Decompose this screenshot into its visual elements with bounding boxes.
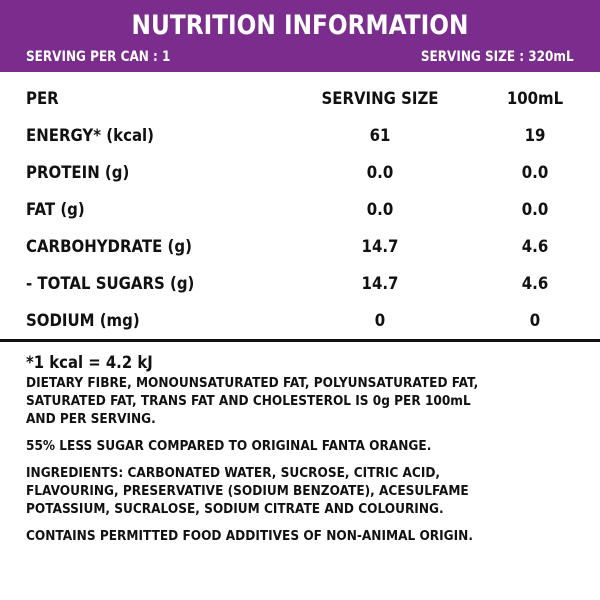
fibre-note-line: SATURATED FAT, TRANS FAT AND CHOLESTEROL…: [26, 393, 471, 409]
row-per100-value: 4.6: [521, 274, 549, 294]
column-header-100ml: 100mL: [506, 89, 564, 109]
section-divider: [0, 339, 600, 342]
ingredients-line: INGREDIENTS: CARBONATED WATER, SUCROSE, …: [26, 465, 441, 481]
serving-size: SERVING SIZE : 320mL: [421, 49, 574, 65]
column-header-per: PER: [26, 89, 59, 109]
table-row-sodium: SODIUM (mg) 0 0: [0, 304, 600, 341]
row-per100-value: 0.0: [521, 163, 549, 183]
nutrition-header: NUTRITION INFORMATION SERVING PER CAN : …: [0, 0, 600, 72]
footnotes: *1 kcal = 4.2 kJ DIETARY FIBRE, MONOUNSA…: [26, 352, 586, 545]
row-per100-value: 4.6: [521, 237, 549, 257]
ingredients-line: POTASSIUM, SUCRALOSE, SODIUM CITRATE AND…: [26, 501, 444, 517]
row-serving-value: 14.7: [361, 274, 399, 294]
serving-per-can: SERVING PER CAN : 1: [26, 49, 171, 65]
row-per100-value: 19: [524, 126, 546, 146]
table-header-row: PER SERVING SIZE 100mL: [0, 82, 600, 119]
fibre-note-line: DIETARY FIBRE, MONOUNSATURATED FAT, POLY…: [26, 375, 479, 391]
row-label: - TOTAL SUGARS (g): [26, 274, 195, 294]
page-title: NUTRITION INFORMATION: [131, 10, 469, 41]
kcal-conversion-note: *1 kcal = 4.2 kJ: [26, 353, 153, 372]
row-per100-value: 0: [529, 311, 541, 331]
row-serving-value: 61: [369, 126, 391, 146]
table-row-total-sugars: - TOTAL SUGARS (g) 14.7 4.6: [0, 267, 600, 304]
row-serving-value: 0.0: [366, 200, 394, 220]
table-row-protein: PROTEIN (g) 0.0 0.0: [0, 156, 600, 193]
row-per100-value: 0.0: [521, 200, 549, 220]
column-header-serving-size: SERVING SIZE: [321, 89, 439, 109]
nutrition-table: PER SERVING SIZE 100mL ENERGY* (kcal) 61…: [0, 82, 600, 341]
row-label: ENERGY* (kcal): [26, 126, 155, 146]
row-label: SODIUM (mg): [26, 311, 140, 331]
sugar-comparison-note: 55% LESS SUGAR COMPARED TO ORIGINAL FANT…: [26, 438, 432, 454]
table-row-carbohydrate: CARBOHYDRATE (g) 14.7 4.6: [0, 230, 600, 267]
row-serving-value: 0.0: [366, 163, 394, 183]
row-label: PROTEIN (g): [26, 163, 130, 183]
additives-note: CONTAINS PERMITTED FOOD ADDITIVES OF NON…: [26, 528, 473, 544]
row-label: CARBOHYDRATE (g): [26, 237, 192, 257]
table-row-fat: FAT (g) 0.0 0.0: [0, 193, 600, 230]
fibre-note-line: AND PER SERVING.: [26, 411, 156, 427]
row-label: FAT (g): [26, 200, 85, 220]
row-serving-value: 14.7: [361, 237, 399, 257]
ingredients-line: FLAVOURING, PRESERVATIVE (SODIUM BENZOAT…: [26, 483, 469, 499]
row-serving-value: 0: [374, 311, 386, 331]
table-row-energy: ENERGY* (kcal) 61 19: [0, 119, 600, 156]
